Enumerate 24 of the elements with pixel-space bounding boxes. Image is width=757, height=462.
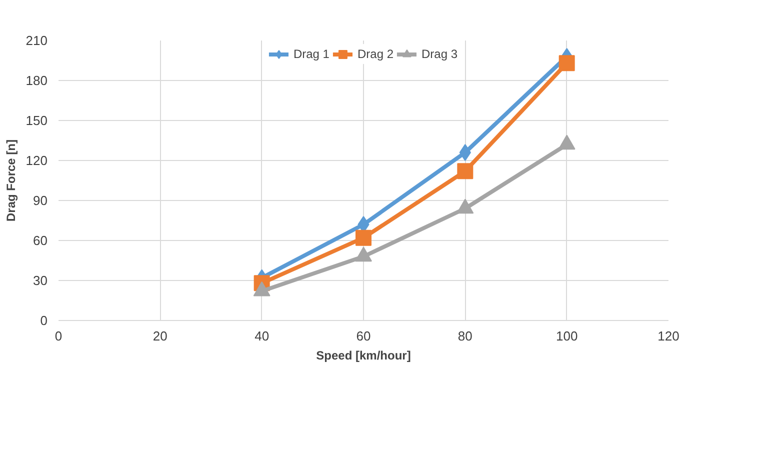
x-tick-label: 40 [254,328,270,344]
y-tick-label: 30 [33,273,48,288]
legend-label: Drag 2 [357,47,394,61]
y-tick-label: 150 [26,113,48,128]
x-tick-label: 80 [458,328,472,344]
x-tick-label: 20 [152,328,168,344]
y-tick-label: 0 [40,313,48,328]
x-axis-title: Speed [km/hour] [316,348,411,362]
y-tick-label: 120 [26,153,48,168]
x-tick-label: 0 [54,328,62,344]
legend-label: Drag 3 [422,47,458,61]
y-tick-label: 60 [33,233,48,248]
x-tick-label: 100 [556,328,578,344]
legend-label: Drag 1 [293,47,330,61]
y-tick-label: 210 [26,33,48,48]
point [459,144,471,161]
x-tick-label: 120 [658,328,680,344]
point [558,55,575,72]
y-tick-label: 90 [33,193,48,208]
x-tick-label: 60 [356,328,371,344]
point [457,163,474,180]
point [356,230,372,246]
y-axis-title: Drag Force [n] [4,139,18,222]
y-tick-label: 180 [26,73,48,88]
